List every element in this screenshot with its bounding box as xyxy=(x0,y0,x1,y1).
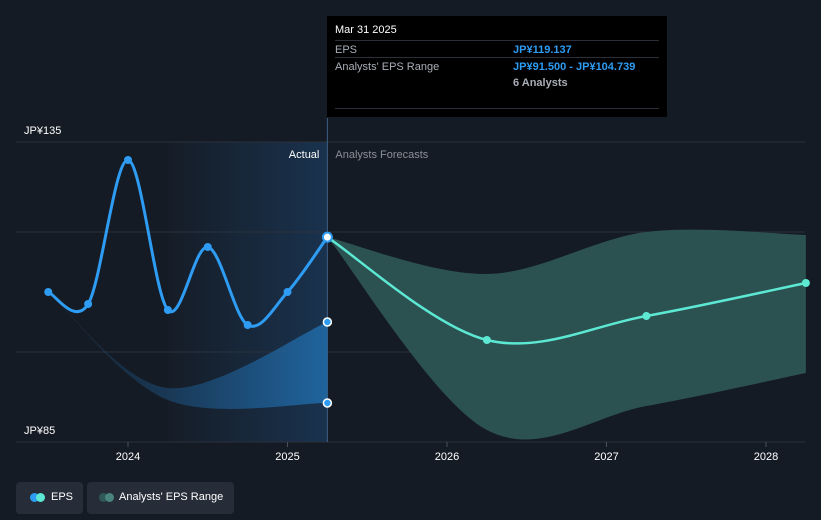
x-tick-label: 2028 xyxy=(754,451,778,463)
history-range-band xyxy=(48,292,328,409)
y-axis-bottom-label: JP¥85 xyxy=(24,425,55,437)
range-marker-point xyxy=(322,398,333,408)
x-tick-label: 2027 xyxy=(594,451,618,463)
eps-actual-point xyxy=(163,306,172,314)
eps-forecast-point xyxy=(801,279,810,287)
x-tick-label: 2025 xyxy=(275,451,299,463)
tooltip-eps-value: JP¥119.137 xyxy=(513,44,572,56)
eps-actual-point xyxy=(203,243,212,251)
eps-actual-line xyxy=(47,158,329,328)
x-tick-label: 2024 xyxy=(116,451,140,463)
y-axis-top-label: JP¥135 xyxy=(24,125,61,137)
legend-range-dot2-icon xyxy=(105,493,114,502)
tooltip-eps-label: EPS xyxy=(335,44,358,56)
eps-actual-point xyxy=(84,300,93,308)
eps-actual-point xyxy=(283,288,292,296)
legend-eps-dot2-icon xyxy=(36,493,45,502)
eps-forecast-line xyxy=(326,236,807,345)
tooltip-date: Mar 31 2025 xyxy=(335,24,397,36)
tooltip-range-value: JP¥91.500 - JP¥104.739 xyxy=(513,61,636,73)
tooltip-analysts-count: 6 Analysts xyxy=(513,77,568,89)
tooltip-range-row: Analysts' EPS Range JP¥91.500 - JP¥104.7… xyxy=(335,57,659,75)
tooltip-divider xyxy=(335,108,659,109)
eps-actual-point xyxy=(243,321,252,329)
eps-actual-point xyxy=(44,288,53,296)
tooltip-eps-row: EPS JP¥119.137 xyxy=(335,40,659,58)
eps-actual-point xyxy=(124,156,132,164)
range-marker-point xyxy=(322,317,333,327)
eps-actual-point xyxy=(321,231,333,243)
tooltip-range-label: Analysts' EPS Range xyxy=(335,61,440,73)
legend-eps[interactable]: EPS xyxy=(16,482,83,514)
eps-forecast-point xyxy=(482,336,491,344)
eps-forecast-point xyxy=(642,312,651,320)
forecast-range-band xyxy=(327,229,806,440)
x-tick-label: 2026 xyxy=(435,451,459,463)
actual-section-label: Actual xyxy=(289,149,320,161)
legend-range[interactable]: Analysts' EPS Range xyxy=(87,482,234,514)
legend-eps-dot-icon xyxy=(30,493,39,502)
legend-range-dot-icon xyxy=(99,493,108,502)
legend-range-label: Analysts' EPS Range xyxy=(119,491,224,503)
forecast-section-label: Analysts Forecasts xyxy=(335,149,428,161)
legend-eps-label: EPS xyxy=(51,491,74,503)
eps-tooltip: Mar 31 2025 EPS JP¥119.137 Analysts' EPS… xyxy=(327,16,667,117)
